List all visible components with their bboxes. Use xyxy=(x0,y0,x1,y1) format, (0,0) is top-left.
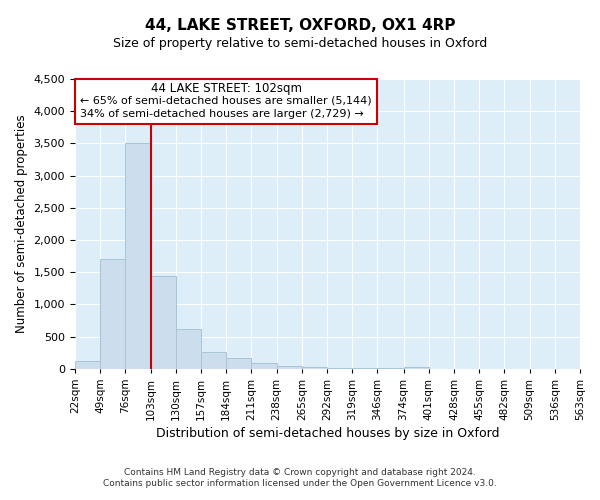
Text: 44, LAKE STREET, OXFORD, OX1 4RP: 44, LAKE STREET, OXFORD, OX1 4RP xyxy=(145,18,455,32)
X-axis label: Distribution of semi-detached houses by size in Oxford: Distribution of semi-detached houses by … xyxy=(156,427,499,440)
Bar xyxy=(377,368,404,369)
Bar xyxy=(100,260,125,369)
Bar xyxy=(327,368,352,369)
Bar xyxy=(404,366,429,369)
Y-axis label: Number of semi-detached properties: Number of semi-detached properties xyxy=(15,114,28,334)
Bar xyxy=(251,363,277,369)
Bar xyxy=(226,358,251,369)
Bar xyxy=(201,352,226,369)
Bar xyxy=(75,360,100,369)
Bar xyxy=(302,368,327,369)
Text: ← 65% of semi-detached houses are smaller (5,144): ← 65% of semi-detached houses are smalle… xyxy=(80,96,371,106)
Bar xyxy=(125,144,151,369)
Bar xyxy=(352,368,377,369)
Text: Contains HM Land Registry data © Crown copyright and database right 2024.
Contai: Contains HM Land Registry data © Crown c… xyxy=(103,468,497,487)
Text: 34% of semi-detached houses are larger (2,729) →: 34% of semi-detached houses are larger (… xyxy=(80,109,364,119)
FancyBboxPatch shape xyxy=(75,79,377,124)
Bar xyxy=(277,366,302,369)
Bar xyxy=(176,329,201,369)
Text: 44 LAKE STREET: 102sqm: 44 LAKE STREET: 102sqm xyxy=(151,82,302,95)
Bar xyxy=(151,276,176,369)
Text: Size of property relative to semi-detached houses in Oxford: Size of property relative to semi-detach… xyxy=(113,38,487,51)
